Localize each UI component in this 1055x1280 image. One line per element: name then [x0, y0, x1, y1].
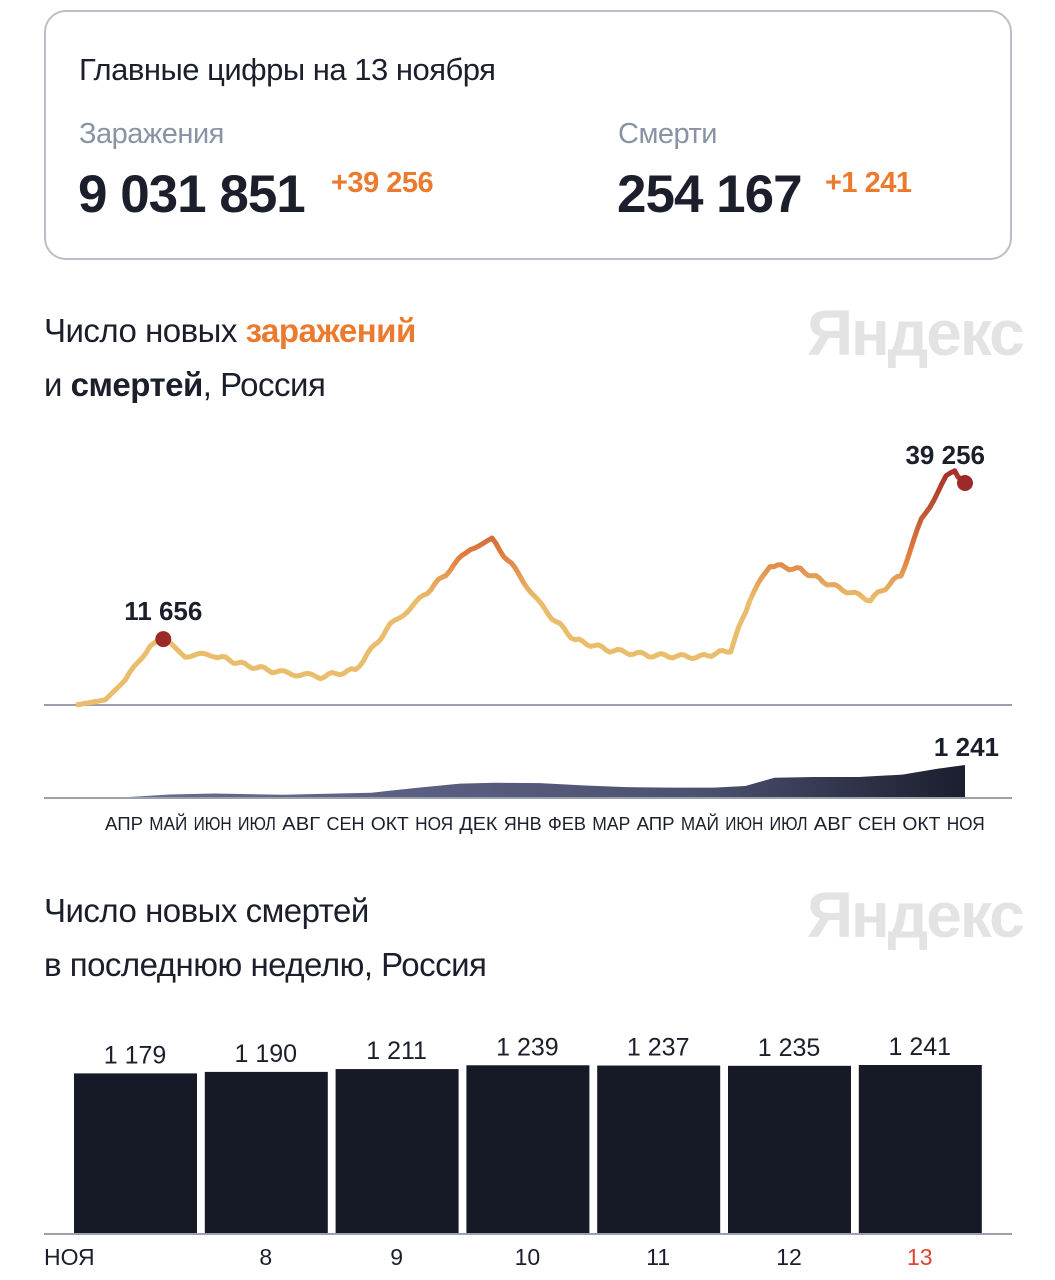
- month-tick: ЯНВ: [504, 814, 542, 834]
- day-tick: 9: [390, 1244, 403, 1270]
- title-bold: смертей: [70, 366, 204, 403]
- deaths-label: Смерти: [618, 118, 717, 150]
- month-tick: АПР: [637, 814, 675, 834]
- peak-label: 39 256: [905, 440, 985, 470]
- bar: [335, 1069, 459, 1233]
- month-tick: АПР: [105, 814, 143, 834]
- summary-title: Главные цифры на 13 ноября: [79, 52, 496, 87]
- bar-value-label: 1 239: [496, 1033, 559, 1061]
- deaths-delta: +1 241: [825, 167, 912, 199]
- bar-value-label: 1 190: [235, 1040, 298, 1068]
- title-highlight: заражений: [245, 312, 417, 349]
- title-text: Число новых: [44, 312, 246, 349]
- title-text: , Россия: [202, 366, 326, 403]
- month-tick: МАЙ: [681, 813, 719, 834]
- bar-value-label: 1 237: [627, 1034, 690, 1062]
- peak-marker: [957, 475, 973, 491]
- infections-total: 9 031 851: [78, 165, 306, 224]
- infections-line: [75, 468, 967, 708]
- month-tick: ИЮН: [194, 814, 232, 834]
- day-tick: 8: [259, 1244, 272, 1270]
- yandex-logo: Яндекс: [807, 297, 1025, 369]
- day-tick: НОЯ: [44, 1244, 95, 1270]
- chart2-title: Число новых смертей: [44, 892, 369, 929]
- bar: [74, 1073, 197, 1233]
- title-text: и: [44, 366, 71, 403]
- month-tick: НОЯ: [415, 814, 453, 834]
- day-tick: 12: [776, 1244, 802, 1270]
- yandex-logo: Яндекс: [807, 879, 1025, 951]
- day-tick: 10: [515, 1244, 541, 1270]
- deaths-area: [76, 765, 965, 798]
- bar-value-label: 1 241: [889, 1033, 952, 1061]
- bar-value-label: 1 211: [366, 1037, 427, 1065]
- peak-marker: [155, 631, 172, 648]
- month-tick: ОКТ: [371, 814, 409, 834]
- day-tick: 13: [907, 1244, 933, 1270]
- month-tick: АВГ: [814, 814, 852, 834]
- bar: [466, 1065, 590, 1233]
- bar: [728, 1065, 851, 1233]
- month-tick: ИЮЛ: [770, 814, 808, 834]
- month-tick: СЕН: [858, 814, 896, 834]
- deaths-label: 1 241: [934, 732, 999, 762]
- bar-value-label: 1 179: [104, 1041, 167, 1069]
- chart1-title: Число новых заражений: [44, 304, 416, 358]
- month-tick: НОЯ: [947, 814, 985, 834]
- bar-value-label: 1 235: [758, 1034, 821, 1062]
- month-tick: ФЕВ: [548, 814, 586, 834]
- month-tick: ИЮЛ: [238, 814, 276, 834]
- chart1-title-line2: и смертей, Россия: [44, 358, 326, 412]
- day-tick: 11: [646, 1244, 670, 1270]
- month-tick: АВГ: [282, 814, 320, 834]
- month-tick: МАР: [592, 814, 630, 834]
- month-tick: ИЮН: [725, 814, 763, 834]
- month-tick: ДЕК: [459, 814, 498, 834]
- month-tick: МАЙ: [149, 813, 187, 834]
- bar: [597, 1065, 721, 1233]
- month-tick: ОКТ: [902, 814, 940, 834]
- peak-label: 11 656: [124, 596, 202, 626]
- summary-card: [44, 10, 1012, 260]
- chart2-title-line2: в последнюю неделю, Россия: [44, 946, 487, 983]
- deaths-total: 254 167: [617, 165, 803, 224]
- month-tick: СЕН: [327, 814, 365, 834]
- infections-label: Заражения: [79, 118, 224, 150]
- bar: [204, 1071, 328, 1233]
- bar: [858, 1065, 982, 1233]
- infections-delta: +39 256: [331, 167, 434, 199]
